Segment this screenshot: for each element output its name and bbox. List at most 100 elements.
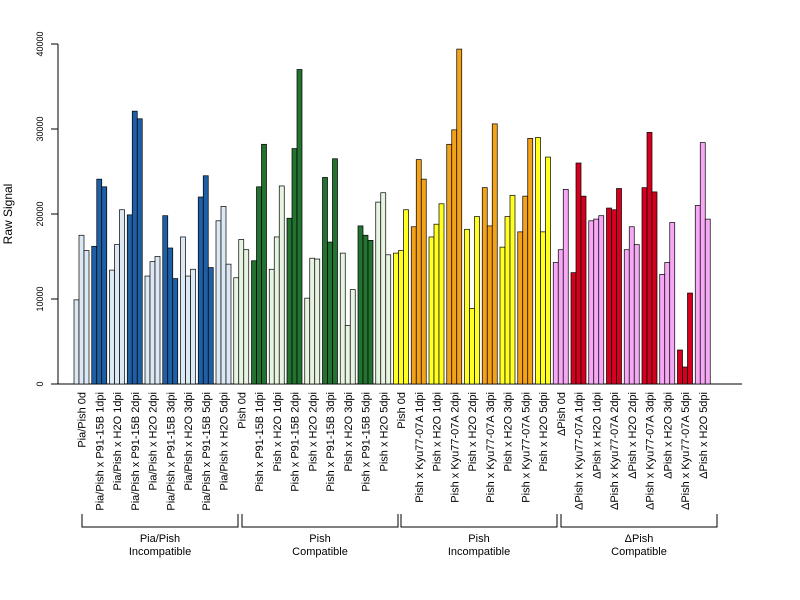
group-bracket — [241, 514, 399, 528]
bar — [694, 205, 701, 385]
x-tick-label: ΔPish x H2O 3dpi — [662, 392, 674, 479]
x-tick-label: ΔPish x Kyu77-07A 2dpi — [609, 392, 621, 510]
bar — [504, 216, 511, 385]
x-tick-label: Pia/Pish x P91-15B 3dpi — [165, 392, 177, 511]
bar — [557, 249, 564, 385]
x-tick-label: Pish x H2O 5dpi — [378, 392, 390, 471]
bar — [415, 159, 422, 385]
bar — [451, 129, 458, 385]
bar — [380, 192, 387, 385]
y-tick-label: 10000 — [35, 286, 45, 311]
x-tick-label: ΔPish x Kyu77-07A 1dpi — [574, 392, 586, 510]
x-tick-label: Pish x P91-15B 3dpi — [325, 392, 337, 492]
group-label-line1: ΔPish — [625, 533, 654, 545]
bar — [322, 177, 328, 385]
bar — [403, 209, 409, 385]
bar — [704, 218, 711, 385]
bar — [446, 143, 453, 385]
bar — [207, 267, 214, 385]
group-label-line2: Compatible — [611, 546, 667, 558]
bar — [154, 256, 161, 385]
bar — [598, 215, 605, 385]
x-tick-label: Pish x Kyu77-07A 5dpi — [520, 392, 532, 503]
bar — [126, 214, 133, 385]
x-tick-label: Pia/Pish x H2O 2dpi — [148, 392, 160, 490]
bar — [101, 186, 108, 385]
bar — [682, 366, 688, 385]
bar — [172, 278, 179, 385]
x-tick-label: Pish x P91-15B 1dpi — [254, 392, 266, 492]
x-tick-label: Pia/Pish x H2O 3dpi — [183, 392, 195, 490]
bar — [119, 209, 125, 385]
group-label-line1: Pia/Pish — [140, 533, 180, 545]
bar — [180, 236, 186, 385]
bar — [304, 297, 311, 385]
bar — [131, 110, 138, 385]
bar — [114, 244, 120, 385]
x-tick-label: Pia/Pish x P91-15B 2dpi — [130, 392, 142, 511]
group-bracket — [81, 514, 239, 528]
bar — [545, 156, 551, 385]
group-bracket — [400, 514, 558, 528]
bar — [433, 223, 440, 385]
y-tick-label: 30000 — [35, 116, 45, 141]
bar — [398, 250, 404, 385]
bar — [261, 143, 267, 385]
bar — [469, 308, 475, 385]
bar — [540, 231, 546, 385]
group-label-line2: Incompatible — [129, 546, 191, 558]
bar — [623, 249, 630, 385]
bar — [527, 138, 534, 385]
bar — [197, 196, 204, 385]
bar — [291, 148, 298, 385]
x-tick-label: Pish x Kyu77-07A 3dpi — [485, 392, 497, 503]
y-ticks: 0 10000 20000 30000 40000 — [35, 31, 58, 387]
x-tick-label: Pish x H2O 3dpi — [503, 392, 515, 471]
x-tick-label: Pish x H2O 3dpi — [343, 392, 355, 471]
bar — [251, 260, 257, 385]
x-tick-label: Pia/Pish x H2O 1dpi — [112, 392, 124, 490]
bar — [509, 194, 516, 385]
bar — [296, 69, 303, 385]
bar — [646, 132, 653, 385]
bar — [73, 299, 80, 385]
x-tick-label: Pish x H2O 5dpi — [538, 392, 550, 471]
bar — [96, 178, 103, 385]
bar — [664, 262, 671, 385]
bar — [687, 292, 693, 385]
x-tick-label: ΔPish x Kyu77-07A 5dpi — [680, 392, 692, 510]
bar — [256, 186, 262, 385]
bar — [286, 217, 293, 385]
bar — [628, 226, 635, 385]
bar — [136, 118, 143, 385]
bar — [375, 201, 382, 385]
group-label-line1: Pish — [468, 533, 489, 545]
x-tick-label: Pish x H2O 1dpi — [432, 392, 444, 471]
x-tick-label: Pish x P91-15B 5dpi — [361, 392, 373, 492]
bar — [273, 236, 280, 385]
bar — [486, 225, 493, 385]
x-tick-label: Pish x Kyu77-07A 1dpi — [414, 392, 426, 503]
bar — [190, 268, 196, 385]
group-label-line1: Pish — [309, 533, 330, 545]
x-tick-label: Pish x Kyu77-07A 2dpi — [449, 392, 461, 503]
y-tick-label: 0 — [35, 381, 45, 386]
bar — [393, 252, 399, 385]
x-tick-label: Pish x H2O 2dpi — [467, 392, 479, 471]
bar — [481, 187, 488, 385]
bars — [73, 48, 711, 385]
bar — [438, 203, 445, 385]
bar — [535, 137, 541, 385]
bar — [278, 185, 285, 385]
x-tick-label: Pish x H2O 1dpi — [272, 392, 284, 471]
bar — [83, 250, 90, 385]
bar — [593, 218, 600, 385]
x-tick-label: Pia/Pish 0d — [77, 392, 89, 448]
x-tick-label: ΔPish x Kyu77-07A 3dpi — [645, 392, 657, 510]
bar — [428, 236, 435, 385]
x-tick-label: ΔPish x H2O 2dpi — [627, 392, 639, 479]
bar — [233, 277, 240, 385]
bar — [225, 263, 232, 385]
y-tick-label: 40000 — [35, 31, 45, 56]
